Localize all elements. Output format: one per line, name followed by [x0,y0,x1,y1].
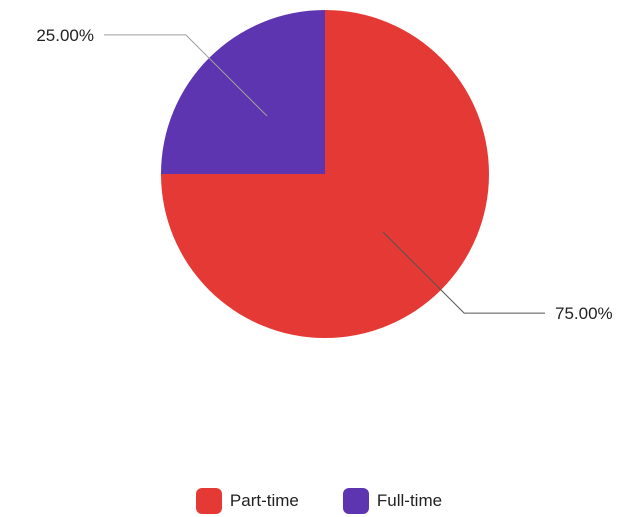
legend-item-full-time[interactable]: Full-time [342,488,443,514]
legend: Part-time Full-time [0,488,638,514]
legend-item-part-time[interactable]: Part-time [195,488,299,514]
slice-label-part-time: 75.00% [555,304,613,323]
pie-chart: 75.00% 25.00% [36,10,613,338]
slice-label-full-time: 25.00% [36,26,94,45]
slice-labels: 75.00% 25.00% [36,26,612,323]
legend-swatch-part-time [195,488,222,514]
leader-line-part-time [382,231,545,314]
legend-label-full-time: Full-time [376,491,443,510]
leader-line-full-time [104,34,268,117]
legend-swatch-full-time [342,488,369,514]
leader-lines [104,34,545,314]
legend-label-part-time: Part-time [229,491,299,510]
